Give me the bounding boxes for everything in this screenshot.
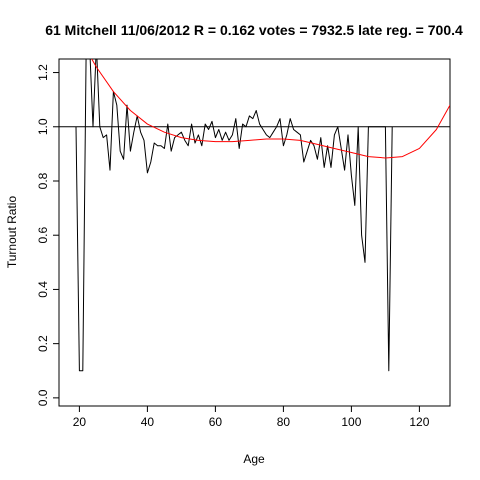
y-tick-label: 0.4 — [36, 281, 50, 298]
y-tick-label: 0.2 — [36, 335, 50, 352]
x-tick-label: 20 — [73, 415, 87, 429]
y-tick-label: 0.0 — [36, 389, 50, 406]
x-axis: 20 40 60 80 100 120 — [73, 406, 430, 429]
y-axis: 0.0 0.2 0.4 0.6 0.8 1.0 1.2 — [36, 64, 59, 406]
x-tick-label: 60 — [209, 415, 223, 429]
y-tick-label: 0.8 — [36, 172, 50, 189]
plot-frame — [58, 58, 451, 407]
x-tick-label: 120 — [409, 415, 429, 429]
x-tick-label: 100 — [341, 415, 361, 429]
chart-title: 61 Mitchell 11/06/2012 R = 0.162 votes =… — [45, 22, 463, 38]
plot-area — [59, 59, 450, 372]
x-tick-label: 40 — [141, 415, 155, 429]
y-tick-label: 1.2 — [36, 64, 50, 81]
x-tick-label: 80 — [277, 415, 291, 429]
series-line-turnout-ratio — [75, 59, 393, 372]
y-axis-label: Turnout Ratio — [5, 196, 19, 269]
y-tick-label: 1.0 — [36, 118, 50, 135]
x-axis-label: Age — [243, 452, 265, 466]
y-tick-label: 0.6 — [36, 227, 50, 244]
series-line-smoothed-fit — [91, 59, 450, 159]
